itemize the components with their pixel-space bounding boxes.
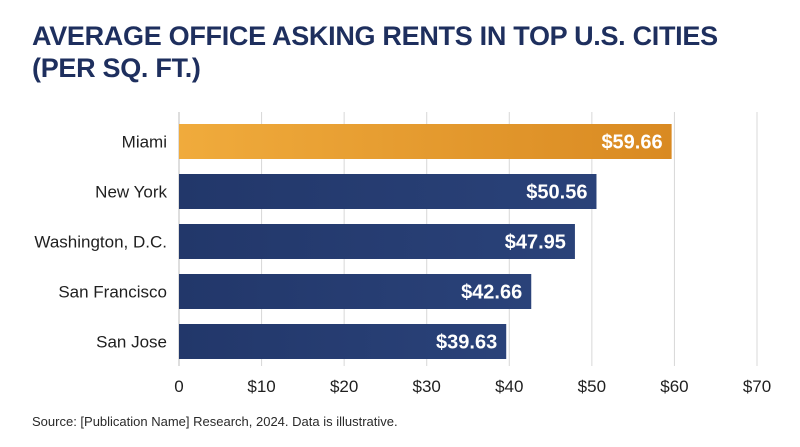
bar-1: [179, 174, 597, 209]
bar-3: [179, 274, 532, 309]
source-note: Source: [Publication Name] Research, 202…: [32, 414, 398, 429]
data-label-0: $59.66: [601, 132, 662, 154]
x-tick-label-6: $60: [660, 377, 688, 396]
x-tick-label-3: $30: [413, 377, 441, 396]
x-tick-label-5: $50: [578, 377, 606, 396]
category-labels: Miami New York Washington, D.C. San Francis…: [34, 133, 167, 352]
x-axis-tick-labels: 0 $10 $20 $30 $40 $50 $60 $70: [174, 377, 771, 396]
x-tick-label-4: $40: [495, 377, 523, 396]
bar-2: [179, 224, 575, 259]
category-label-2: Washington, D.C.: [34, 233, 167, 252]
bar-4: [179, 324, 507, 359]
chart-title-line-2: (PER SQ. FT.): [32, 53, 201, 83]
bar-0: [179, 124, 672, 159]
category-label-3: San Francisco: [58, 283, 167, 302]
category-label-4: San Jose: [96, 333, 167, 352]
category-label-1: New York: [95, 183, 167, 202]
data-label-4: $39.63: [436, 332, 497, 354]
category-label-0: Miami: [122, 133, 167, 152]
x-tick-label-7: $70: [743, 377, 771, 396]
x-tick-label-1: $10: [247, 377, 275, 396]
data-label-1: $50.56: [526, 182, 587, 204]
x-tick-label-0: 0: [174, 377, 183, 396]
chart-title-line-1: AVERAGE OFFICE ASKING RENTS IN TOP U.S. …: [32, 21, 718, 51]
data-label-2: $47.95: [505, 232, 566, 254]
data-label-3: $42.66: [461, 282, 522, 304]
x-tick-label-2: $20: [330, 377, 358, 396]
bars: $59.66 $50.56 $47.95 $42.66 $39.63: [179, 124, 672, 359]
chart-title: AVERAGE OFFICE ASKING RENTS IN TOP U.S. …: [32, 20, 718, 84]
